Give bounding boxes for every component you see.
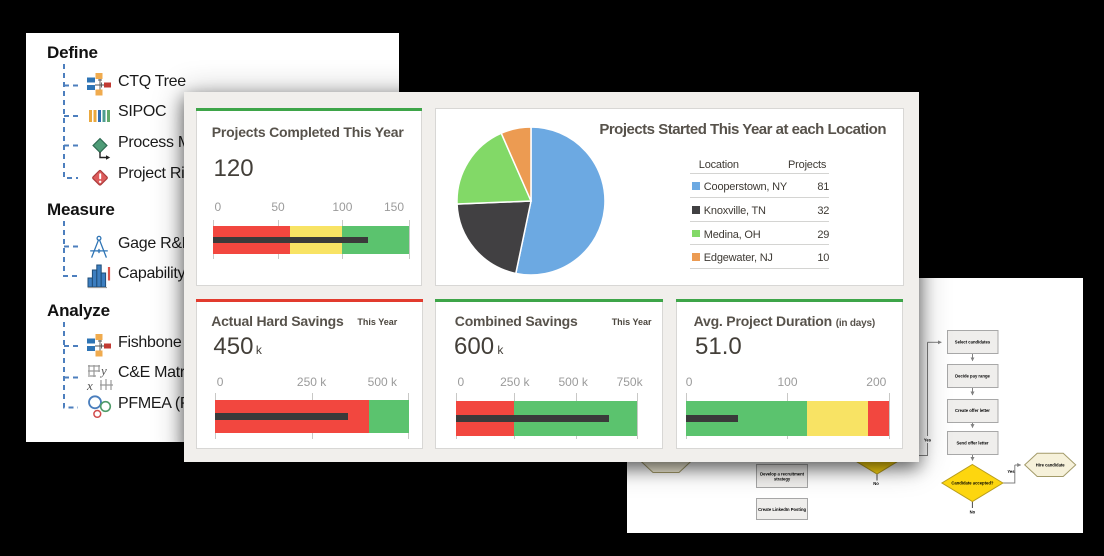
svg-text:Hire candidate: Hire candidate xyxy=(1036,462,1066,467)
svg-text:Create offer letter: Create offer letter xyxy=(955,408,990,413)
svg-text:Send offer letter: Send offer letter xyxy=(956,441,988,446)
svg-text:x: x xyxy=(86,378,93,393)
svg-text:Yes: Yes xyxy=(924,438,932,443)
svg-text:y: y xyxy=(99,363,107,378)
svg-text:No: No xyxy=(873,481,879,486)
svg-text:Select candidates: Select candidates xyxy=(955,340,991,345)
svg-text:Develop a recruitment: Develop a recruitment xyxy=(760,472,805,477)
svg-text:Create LinkedIn Posting: Create LinkedIn Posting xyxy=(758,507,806,512)
svg-text:No: No xyxy=(970,510,976,515)
svg-text:Yes: Yes xyxy=(1007,469,1015,474)
svg-text:Decide pay range: Decide pay range xyxy=(955,374,990,379)
svg-text:Candidate accepted?: Candidate accepted? xyxy=(951,481,994,486)
svg-text:strategy: strategy xyxy=(774,477,791,482)
